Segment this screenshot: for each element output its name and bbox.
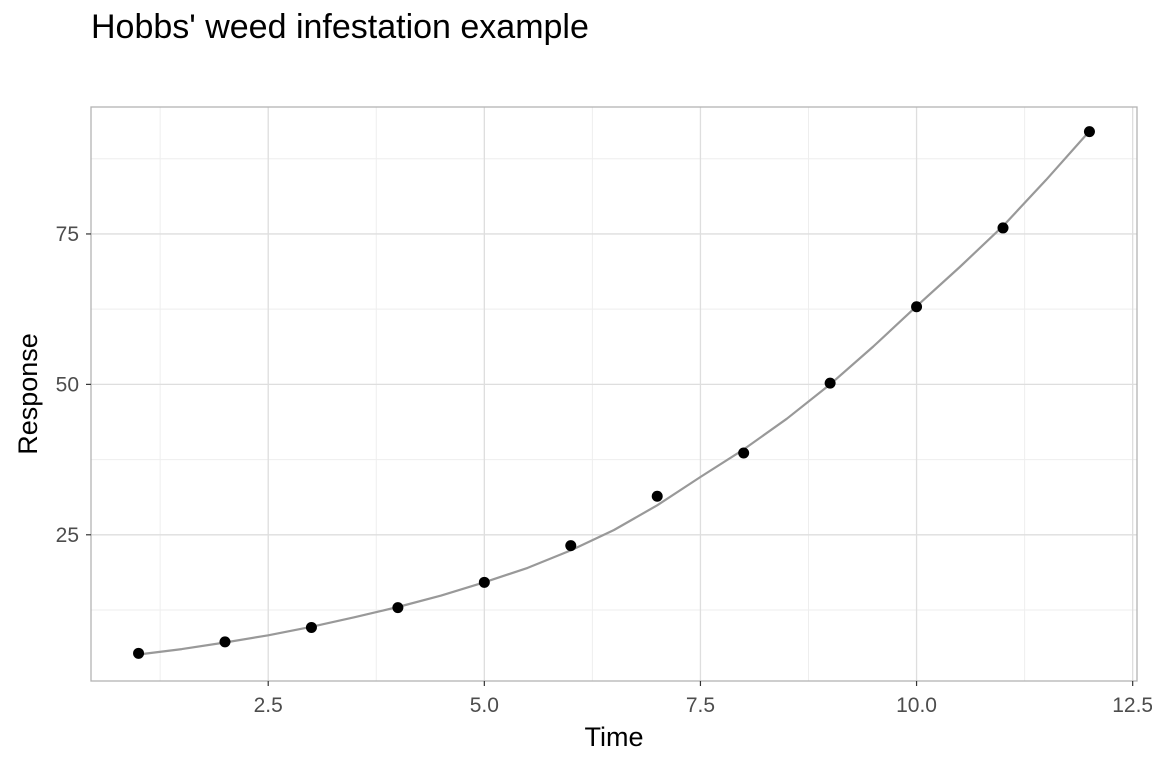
plot-panel-border — [90, 106, 1138, 682]
data-point — [738, 447, 750, 459]
y-tick-label: 25 — [56, 524, 79, 547]
fitted-curve — [138, 130, 1091, 656]
data-point — [824, 377, 836, 389]
data-point — [478, 576, 490, 588]
data-point — [305, 621, 317, 633]
data-point — [133, 647, 145, 659]
x-axis-title: Time — [585, 722, 644, 752]
data-point — [997, 222, 1009, 234]
chart-title: Hobbs' weed infestation example — [91, 8, 589, 46]
y-axis-title: Response — [13, 333, 43, 455]
data-point — [1083, 126, 1095, 138]
y-tick-label: 50 — [56, 373, 79, 396]
x-tick-label: 2.5 — [254, 694, 283, 717]
data-point — [392, 602, 404, 614]
plot-panel — [91, 107, 1137, 681]
data-point — [219, 636, 231, 648]
x-tick-label: 10.0 — [896, 694, 937, 717]
x-tick-label: 5.0 — [470, 694, 499, 717]
data-point — [651, 490, 663, 502]
data-point — [911, 301, 923, 313]
y-tick-label: 75 — [56, 223, 79, 246]
x-tick-label: 12.5 — [1112, 694, 1152, 717]
x-tick-label: 7.5 — [686, 694, 715, 717]
data-point — [565, 540, 577, 552]
